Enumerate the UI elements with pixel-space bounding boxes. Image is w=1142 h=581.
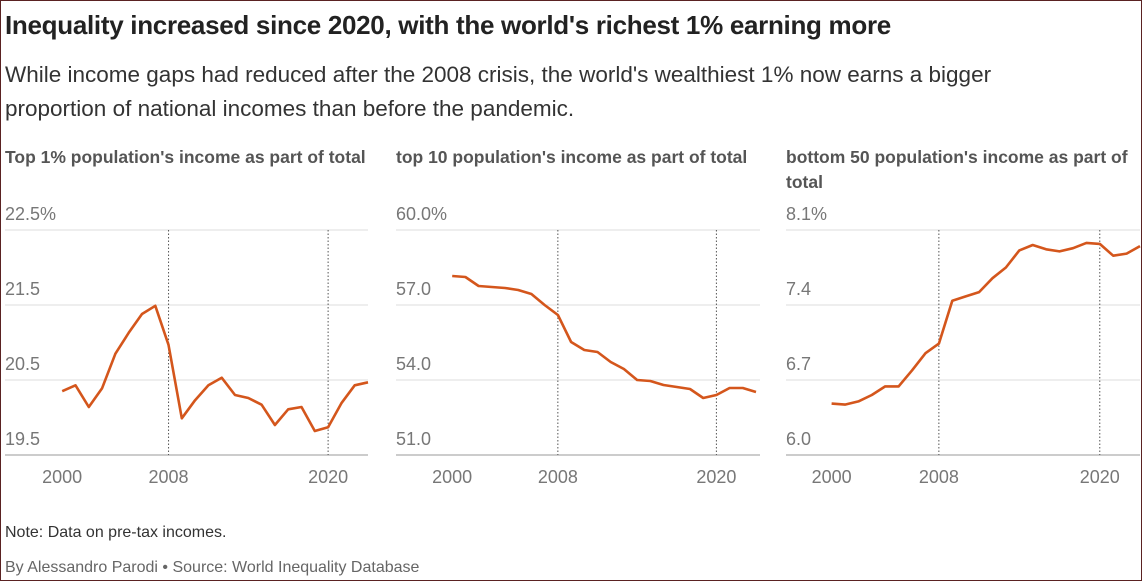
x-tick-label: 2000 <box>432 467 472 487</box>
y-tick-label: 54.0 <box>396 354 431 374</box>
y-tick-label: 57.0 <box>396 279 431 299</box>
y-tick-label: 20.5 <box>5 354 40 374</box>
y-tick-label: 60.0% <box>396 204 447 224</box>
panel-title: Top 1% population's income as part of to… <box>5 147 366 167</box>
y-tick-label: 7.4 <box>786 279 811 299</box>
panel-title: top 10 population's income as part of to… <box>396 147 748 167</box>
y-tick-label: 8.1% <box>786 204 827 224</box>
x-tick-label: 2008 <box>538 467 578 487</box>
x-tick-label: 2000 <box>812 467 852 487</box>
y-tick-label: 19.5 <box>5 429 40 449</box>
y-tick-label: 22.5% <box>5 204 56 224</box>
x-tick-label: 2020 <box>308 467 348 487</box>
data-line <box>831 241 1141 406</box>
note: Note: Data on pre-tax incomes. <box>5 524 227 541</box>
y-tick-label: 6.7 <box>786 354 811 374</box>
x-tick-label: 2020 <box>1080 467 1120 487</box>
subtitle: While income gaps had reduced after the … <box>5 62 992 121</box>
title: Inequality increased since 2020, with th… <box>5 10 891 40</box>
x-tick-label: 2008 <box>919 467 959 487</box>
panel-title: bottom 50 population's income as part of… <box>786 147 1128 192</box>
y-tick-label: 6.0 <box>786 429 811 449</box>
data-line <box>452 274 757 400</box>
x-tick-label: 2020 <box>696 467 736 487</box>
data-line <box>61 304 369 433</box>
x-tick-label: 2008 <box>149 467 189 487</box>
byline: By Alessandro Parodi • Source: World Ine… <box>5 559 420 576</box>
y-tick-label: 51.0 <box>396 429 431 449</box>
y-tick-label: 21.5 <box>5 279 40 299</box>
x-tick-label: 2000 <box>42 467 82 487</box>
